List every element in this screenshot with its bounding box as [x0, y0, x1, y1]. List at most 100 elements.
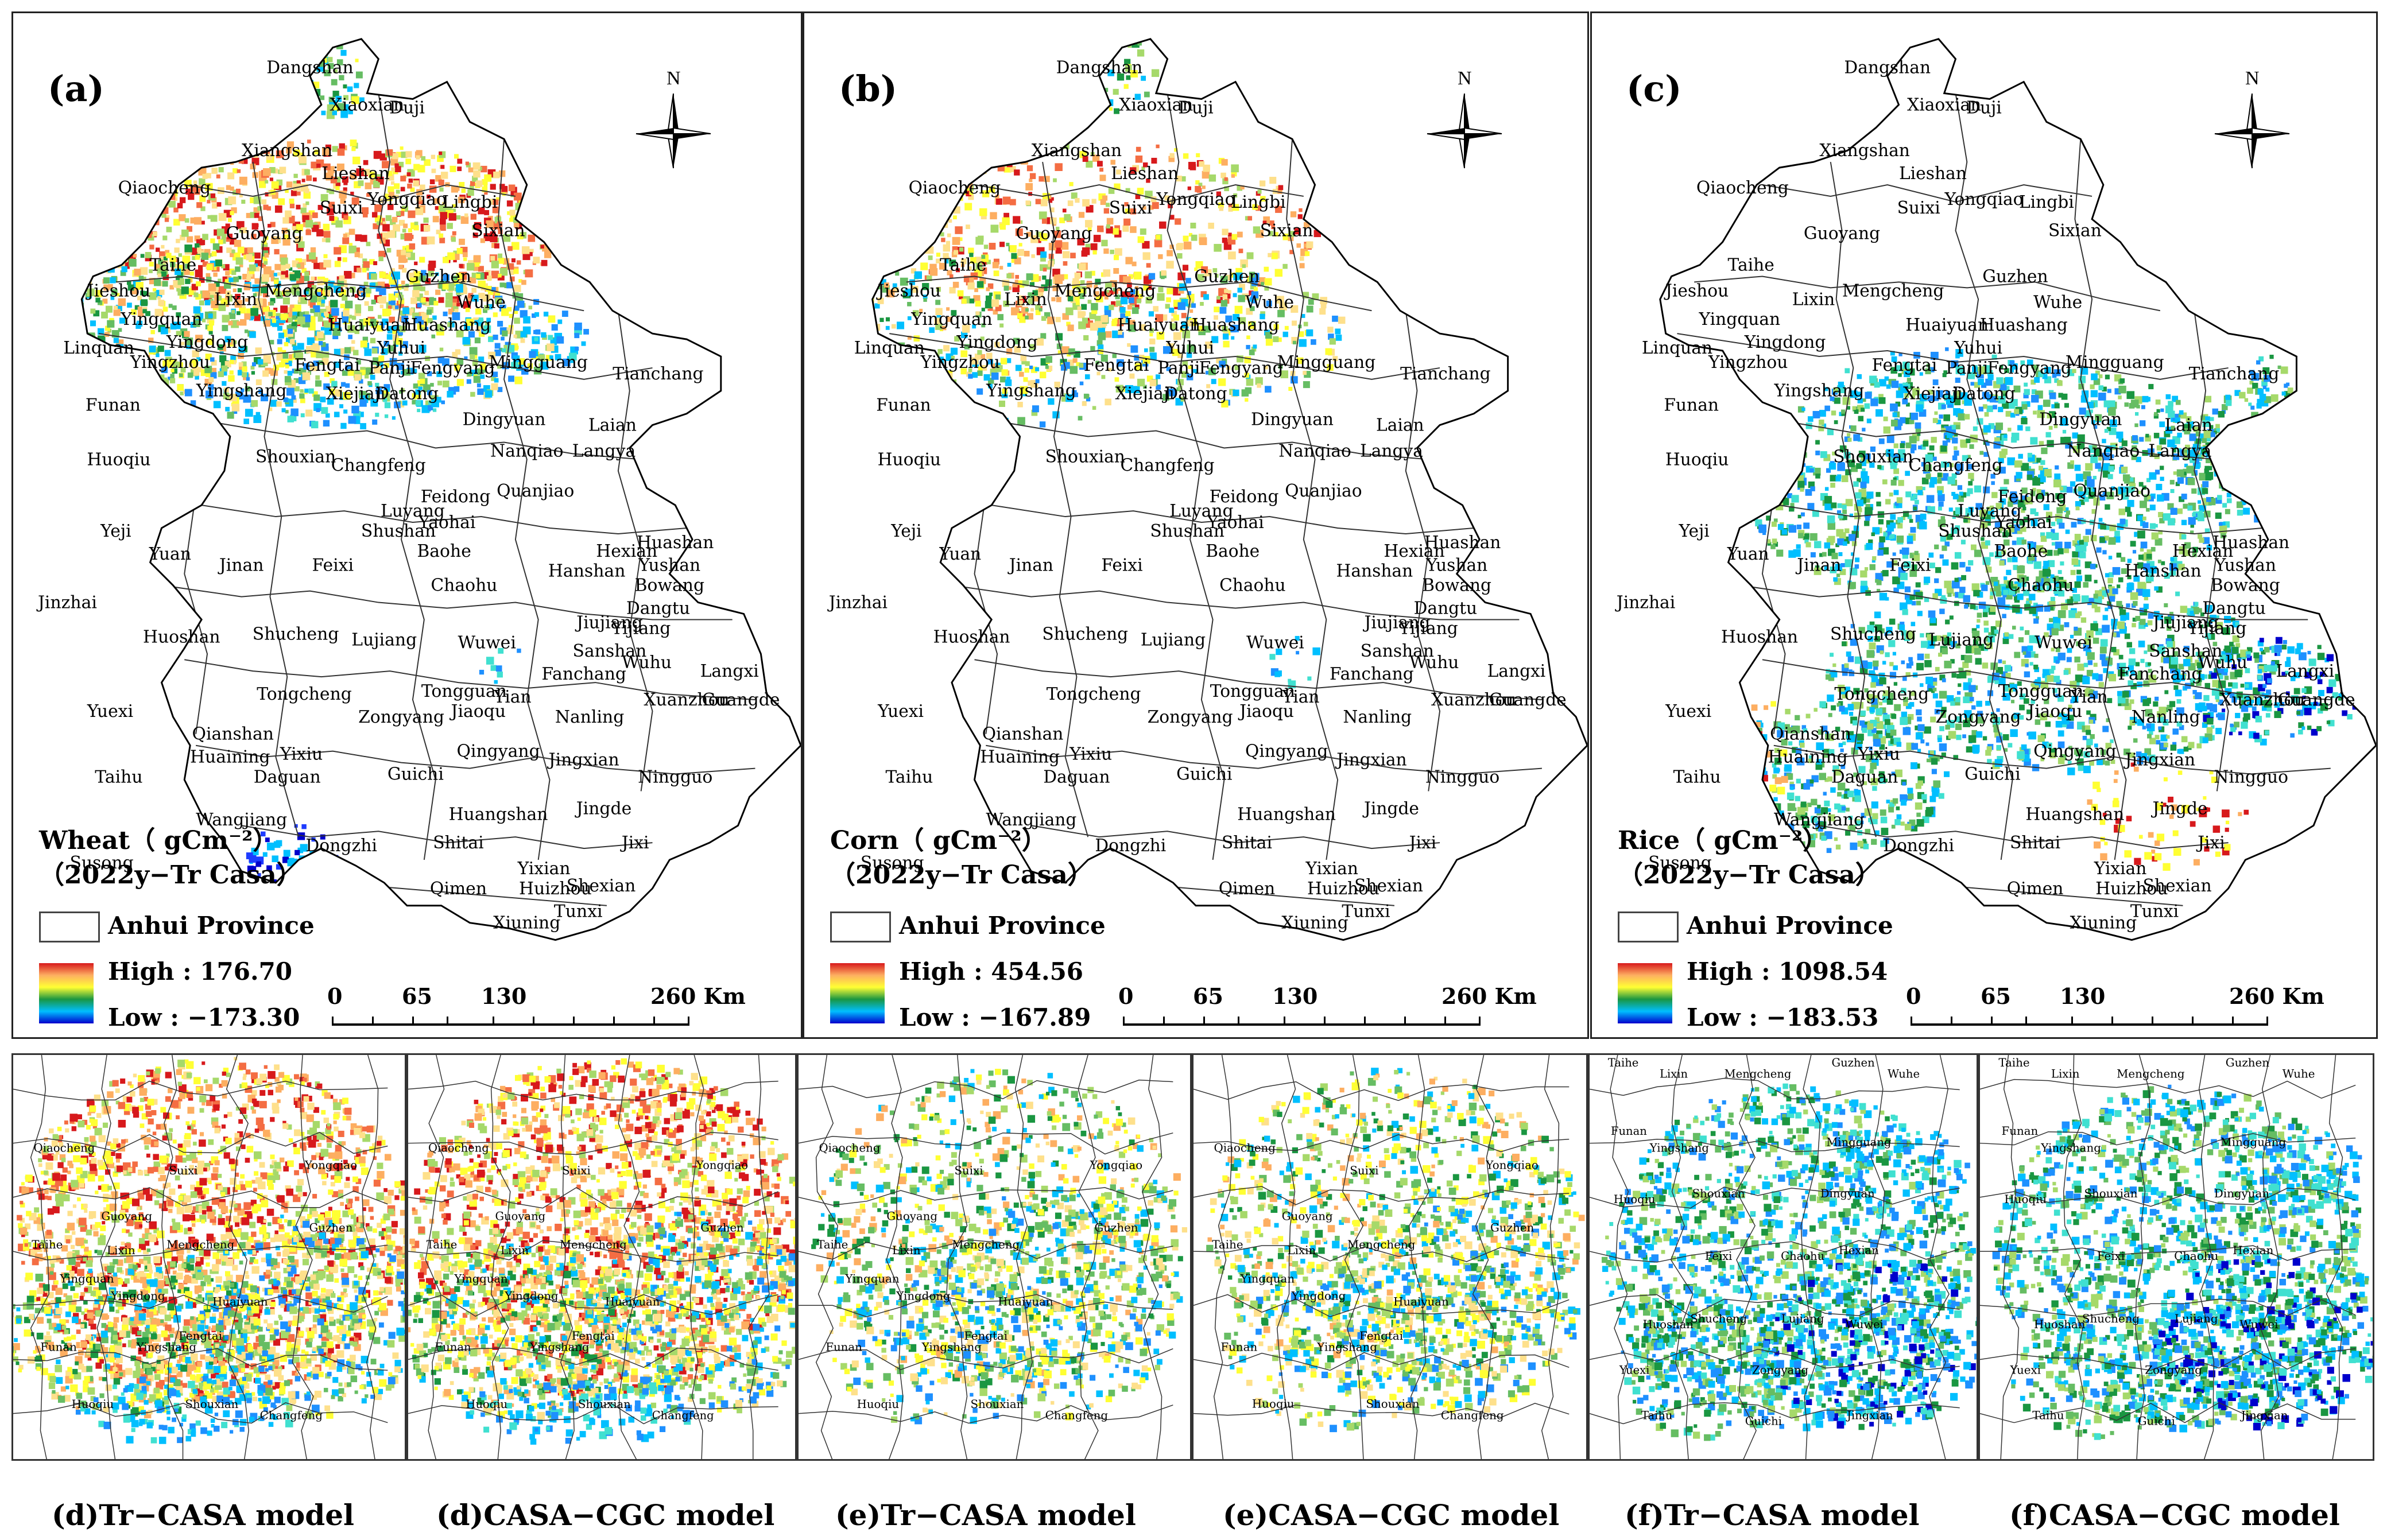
- place-label-shouxian: Shouxian: [185, 1398, 239, 1411]
- place-label-langxi: Langxi: [1487, 661, 1546, 681]
- place-label-yushan: Yushan: [1425, 556, 1487, 576]
- place-label-funan: Funan: [1611, 1124, 1647, 1138]
- place-label-feixi: Feixi: [1101, 556, 1142, 576]
- place-label-xuanzhou: Xuanzhou: [2220, 690, 2305, 710]
- place-label-qiaocheng: Qiaocheng: [118, 178, 211, 198]
- place-label-nanling: Nanling: [555, 707, 624, 727]
- place-label-jieshou: Jieshou: [876, 281, 941, 301]
- scale-bar: 0 65 130 260 Km: [327, 983, 746, 1037]
- place-label-wuhu: Wuhu: [2198, 653, 2248, 673]
- place-label-tunxi: Tunxi: [554, 902, 603, 922]
- province-legend-label: Anhui Province: [108, 911, 315, 940]
- place-label-yingdong: Yingdong: [956, 332, 1037, 352]
- place-label-lixin: Lixin: [892, 1244, 921, 1257]
- place-label-changfeng: Changfeng: [1441, 1409, 1504, 1422]
- place-label-guichi: Guichi: [388, 764, 444, 784]
- place-label-wuwei: Wuwei: [458, 633, 516, 653]
- zoom-raster: [1206, 1068, 1585, 1433]
- place-label-jixi: Jixi: [2196, 833, 2225, 853]
- legend-subtitle: （2022y−Tr Casa）: [830, 860, 1093, 891]
- place-label-yian: Yian: [493, 687, 532, 707]
- place-label-huizhou: Huizhou: [1307, 879, 1380, 899]
- place-label-lieshan: Lieshan: [1111, 164, 1179, 184]
- place-label-guoyang: Guoyang: [1804, 224, 1880, 244]
- zoom-raster: [408, 1058, 795, 1445]
- place-label-taihu: Taihu: [95, 767, 142, 787]
- place-label-shouxian: Shouxian: [1833, 447, 1913, 467]
- place-label-jiaoqu: Jiaoqu: [2026, 701, 2082, 721]
- panel-label: (b): [839, 68, 897, 110]
- legend-high: High : 1098.54: [1687, 957, 1888, 986]
- place-label-huoqiu: Huoqiu: [1252, 1398, 1295, 1411]
- place-label-yixian: Yixian: [1305, 859, 1358, 879]
- place-label-guichi: Guichi: [1176, 764, 1232, 784]
- place-label-qingyang: Qingyang: [1245, 742, 1328, 762]
- place-label-yingquan: Yingquan: [1699, 309, 1781, 329]
- place-label-qiaocheng: Qiaocheng: [1696, 178, 1789, 198]
- place-label-fengtai: Fengtai: [179, 1329, 222, 1343]
- place-label-qimen: Qimen: [2007, 879, 2064, 899]
- place-label-yingshang: Yingshang: [136, 1341, 197, 1354]
- place-label-yixiu: Yixiu: [1069, 744, 1112, 765]
- place-label-yuexi: Yuexi: [877, 701, 924, 721]
- place-label-lujiang: Lujiang: [1141, 630, 1206, 650]
- place-label-yingshang: Yingshang: [1316, 1341, 1377, 1354]
- place-label-daguan: Daguan: [1831, 767, 1898, 787]
- place-label-yingzhou: Yingzhou: [130, 352, 210, 373]
- place-label-jiujiang: Jiujiang: [2151, 612, 2219, 633]
- place-label-yaohai: Yaohai: [418, 513, 476, 533]
- legend-low: Low : −183.53: [1687, 1003, 1878, 1031]
- place-label-wuhe: Wuhe: [456, 292, 506, 312]
- place-label-guzhen: Guzhen: [405, 266, 471, 286]
- place-label-mingguang: Mingguang: [2066, 352, 2164, 373]
- place-label-wuwei: Wuwei: [1845, 1318, 1883, 1331]
- place-label-yingdong: Yingdong: [1291, 1289, 1346, 1302]
- place-label-huaining: Huaining: [980, 747, 1060, 767]
- place-label-shouxian: Shouxian: [2084, 1187, 2137, 1200]
- place-label-dangtu: Dangtu: [626, 598, 690, 618]
- place-label-xiangshan: Xiangshan: [1819, 141, 1910, 161]
- color-ramp: [39, 963, 94, 1023]
- legend-title: Wheat（ gCm⁻²）: [39, 825, 278, 856]
- place-label-langya: Langya: [572, 441, 636, 461]
- place-label-shucheng: Shucheng: [2082, 1312, 2140, 1325]
- place-label-funan: Funan: [876, 395, 931, 416]
- place-label-dangshan: Dangshan: [1844, 58, 1931, 78]
- zoom-labels: Qiaocheng Suixi Guoyang Yongqiao Taihe Lixin M…: [817, 1142, 1142, 1422]
- place-label-yuhui: Yuhui: [1165, 338, 1214, 358]
- place-label-guangde: Guangde: [702, 690, 780, 710]
- place-label-yuexi: Yuexi: [1665, 701, 1711, 721]
- place-label-lixin: Lixin: [1792, 289, 1835, 309]
- place-label-hexian: Hexian: [2172, 541, 2233, 561]
- zoom-labels: Qiaocheng Suixi Guoyang Yongqiao Taihe Lixin M…: [1212, 1142, 1539, 1422]
- zoom-map-panel: Taihe Lixin Mengcheng Guzhen Wuhe Funan Yingsh…: [1588, 1053, 1978, 1461]
- place-label-yongqiao: Yongqiao: [367, 189, 447, 210]
- place-label-changfeng: Changfeng: [260, 1409, 323, 1422]
- place-label-qiaocheng: Qiaocheng: [909, 178, 1001, 198]
- place-label-suixi: Suixi: [320, 198, 363, 218]
- place-label-huoshan: Huoshan: [143, 627, 220, 647]
- place-label-wuwei: Wuwei: [2239, 1318, 2278, 1331]
- place-label-mengcheng: Mengcheng: [1842, 281, 1944, 301]
- place-label-huoqiu: Huoqiu: [857, 1398, 900, 1411]
- place-label-sanshan: Sanshan: [572, 641, 646, 661]
- place-label-nanqiao: Nanqiao: [1278, 441, 1351, 461]
- place-label-huaining: Huaining: [190, 747, 270, 767]
- place-label-lixin: Lixin: [1287, 1244, 1316, 1257]
- place-label-jingde: Jingde: [575, 798, 632, 819]
- place-label-guzhen: Guzhen: [700, 1221, 743, 1234]
- place-label-shitai: Shitai: [1222, 833, 1272, 853]
- place-label-feixi: Feixi: [2097, 1250, 2125, 1263]
- place-label-shexian: Shexian: [2143, 876, 2212, 896]
- zoom-caption: (f)Tr−CASA model: [1625, 1498, 1920, 1532]
- place-label-luyang: Luyang: [1169, 501, 1233, 521]
- place-label-qimen: Qimen: [1219, 879, 1276, 899]
- zoom-raster: [1602, 1083, 1977, 1441]
- place-label-wuwei: Wuwei: [1246, 633, 1304, 653]
- scale-line: [332, 1023, 688, 1026]
- place-label-zongyang: Zongyang: [1148, 707, 1233, 727]
- color-ramp: [1618, 963, 1672, 1023]
- place-label-baohe: Baohe: [1206, 541, 1260, 561]
- place-label-huashan: Huashan: [1424, 533, 1501, 553]
